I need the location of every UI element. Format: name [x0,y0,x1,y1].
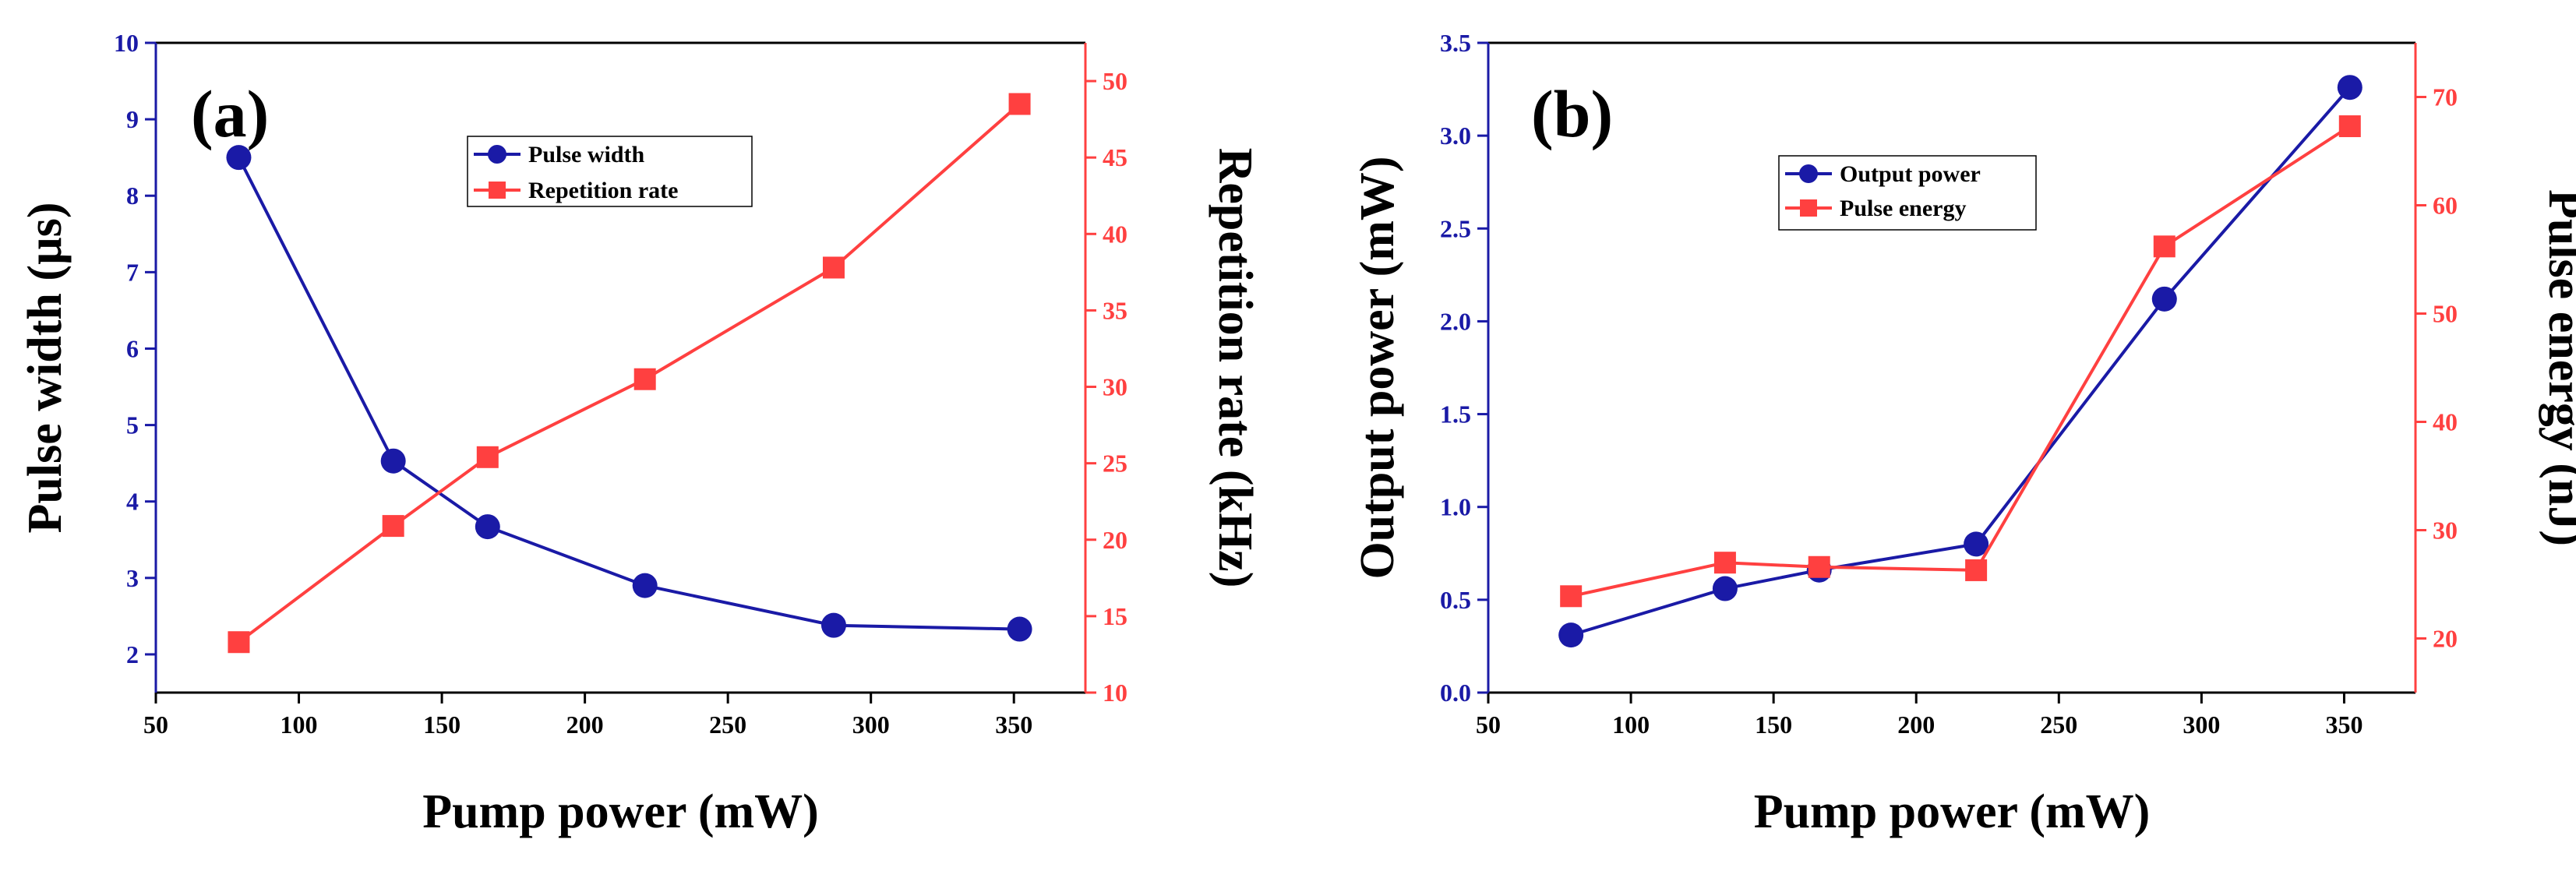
y-left-tick-label: 0.0 [1440,679,1471,707]
data-point [382,515,404,538]
data-point [475,514,500,540]
y-left-tick-label: 5 [126,411,139,439]
data-point [820,612,846,638]
y-left-tick-label: 2.0 [1440,307,1471,335]
data-point [1007,616,1032,642]
y-left-tick-label: 9 [126,105,139,133]
y-right-tick-label: 50 [2433,300,2458,328]
data-point [226,145,252,171]
x-tick-label: 350 [995,711,1032,739]
panel-b: 50 100 150 200 250 300 350 0.0 0.5 1.0 1.5 2.0 2.5 3.… [1351,29,2576,838]
y-left-axis-title: Pulse width (µs) [19,203,72,534]
y-left-tick-label: 2.5 [1440,214,1471,242]
legend-marker [489,182,506,199]
x-tick-label: 250 [709,711,746,739]
panel-label: (a) [191,76,269,151]
legend: Pulse width Repetition rate [467,136,753,207]
data-point [228,631,250,654]
y-left-tick-label: 7 [126,258,139,286]
series-line [1570,86,2352,637]
y-right-axis-title: Repetition rate (kHz) [1209,148,1262,588]
x-tick-label: 350 [2325,711,2363,739]
y-right-tick-label: 40 [1103,220,1127,248]
x-tick-label: 100 [281,711,318,739]
x-axis-title: Pump power (mW) [1754,785,2151,838]
y-right-tick-label: 50 [1103,67,1127,95]
series-pulse-energy [1560,115,2361,608]
y-right-axis-title: Pulse energy (nJ) [2539,189,2576,546]
y-left-tick-label: 10 [114,29,139,57]
x-tick-label: 50 [1476,711,1501,739]
legend-label: Repetition rate [528,178,678,203]
panel-label: (b) [1531,76,1613,151]
panel-a: 50 100 150 200 250 300 35023456789101015202530… [19,29,1262,838]
y-right-tick-label: 20 [2433,625,2458,653]
data-point [2338,115,2361,138]
data-point [1808,555,1830,578]
x-tick-label: 100 [1612,711,1650,739]
y-left-tick-label: 1.0 [1440,493,1471,521]
y-right-tick-label: 30 [2433,517,2458,545]
y-left-tick-label: 3 [126,564,139,592]
data-point [1008,93,1031,115]
y-right-tick-label: 60 [2433,192,2458,220]
y-left-tick-label: 6 [126,334,139,362]
data-point [2337,75,2363,100]
y-right-tick-label: 40 [2433,408,2458,436]
x-tick-label: 200 [566,711,604,739]
data-point [2151,286,2177,312]
data-point [476,446,499,468]
data-point [380,448,406,474]
data-point [1712,576,1738,601]
y-right-tick-label: 25 [1103,450,1127,478]
y-left-tick-label: 4 [126,488,139,516]
series-pulse-width [226,145,1032,642]
data-point [632,573,658,598]
data-point [2153,235,2175,258]
y-right-tick-label: 70 [2433,83,2458,111]
y-right-tick-label: 45 [1103,143,1127,171]
legend-label: Pulse width [528,142,645,168]
series-line [238,102,1021,644]
x-tick-label: 300 [852,711,890,739]
legend-label: Pulse energy [1840,196,1966,221]
x-tick-label: 300 [2183,711,2220,739]
series-line [1570,125,2351,598]
series-line [237,157,1020,631]
legend-marker [1799,164,1818,183]
x-tick-label: 50 [143,711,168,739]
y-left-axis-title: Output power (mW) [1351,156,1404,579]
y-left-tick-label: 3.0 [1440,122,1471,150]
legend-marker [488,145,506,164]
legend-box [1778,155,2037,231]
y-right-tick-label: 20 [1103,526,1127,554]
y-left-tick-label: 0.5 [1440,586,1471,614]
series-repetition-rate [228,93,1031,654]
data-point [1560,585,1583,608]
data-point [1713,552,1736,574]
x-axis-title: Pump power (mW) [422,785,819,838]
data-point [1965,559,1988,581]
legend-label: Output power [1840,161,1981,187]
x-tick-label: 250 [2040,711,2077,739]
legend-marker [1800,199,1817,217]
data-point [1558,622,1584,648]
y-left-tick-label: 8 [126,182,139,210]
y-right-tick-label: 10 [1103,679,1127,707]
y-left-tick-label: 1.5 [1440,400,1471,428]
x-tick-label: 150 [423,711,461,739]
data-point [633,368,656,390]
y-left-tick-label: 3.5 [1440,29,1471,57]
legend-box [467,136,753,207]
x-tick-label: 200 [1897,711,1935,739]
data-point [1964,531,1989,557]
x-tick-label: 150 [1755,711,1792,739]
data-point [822,256,845,279]
y-right-tick-label: 30 [1103,373,1127,401]
legend: Output power Pulse energy [1778,155,2037,231]
y-right-tick-label: 15 [1103,602,1127,630]
y-left-tick-label: 2 [126,640,139,668]
y-right-tick-label: 35 [1103,296,1127,324]
